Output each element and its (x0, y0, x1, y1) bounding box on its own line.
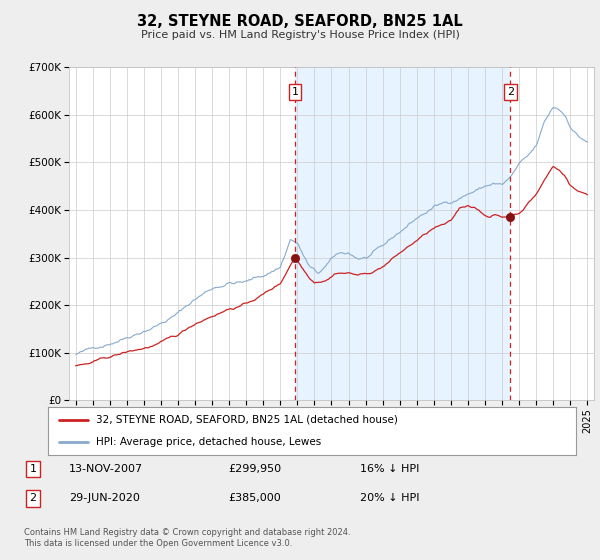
Text: £299,950: £299,950 (228, 464, 281, 474)
Text: 32, STEYNE ROAD, SEAFORD, BN25 1AL: 32, STEYNE ROAD, SEAFORD, BN25 1AL (137, 14, 463, 29)
Text: 32, STEYNE ROAD, SEAFORD, BN25 1AL (detached house): 32, STEYNE ROAD, SEAFORD, BN25 1AL (deta… (95, 415, 397, 425)
Text: Contains HM Land Registry data © Crown copyright and database right 2024.
This d: Contains HM Land Registry data © Crown c… (24, 528, 350, 548)
Text: HPI: Average price, detached house, Lewes: HPI: Average price, detached house, Lewe… (95, 437, 321, 447)
Bar (295, 67, 511, 400)
Text: Price paid vs. HM Land Registry's House Price Index (HPI): Price paid vs. HM Land Registry's House … (140, 30, 460, 40)
Text: 29-JUN-2020: 29-JUN-2020 (69, 493, 140, 503)
Text: 16% ↓ HPI: 16% ↓ HPI (360, 464, 419, 474)
Text: 20% ↓ HPI: 20% ↓ HPI (360, 493, 419, 503)
Text: 1: 1 (292, 87, 299, 97)
Text: 2: 2 (29, 493, 37, 503)
Text: 2: 2 (507, 87, 514, 97)
Text: £385,000: £385,000 (228, 493, 281, 503)
Text: 13-NOV-2007: 13-NOV-2007 (69, 464, 143, 474)
Text: 1: 1 (29, 464, 37, 474)
